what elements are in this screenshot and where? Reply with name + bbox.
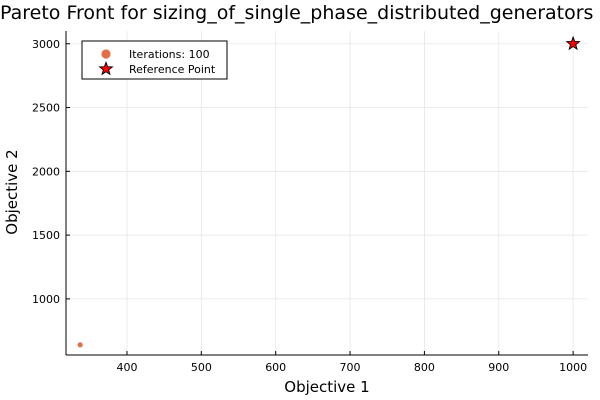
tick-labels: 400 500 600 700 800 900 1000 1000 1500 2000 2500 30… <box>32 38 587 374</box>
iteration-point <box>77 342 83 348</box>
chart-title: Pareto Front for sizing_of_single_phase_… <box>0 2 593 24</box>
y-tick-label: 1000 <box>32 293 60 306</box>
y-tick-label: 3000 <box>32 38 60 51</box>
legend-label: Reference Point <box>129 63 216 76</box>
legend-box <box>81 40 228 80</box>
reference-point-marker <box>565 35 581 51</box>
x-tick-label: 700 <box>340 361 361 374</box>
x-tick-label: 500 <box>191 361 212 374</box>
y-tick-label: 2500 <box>32 102 60 115</box>
x-tick-label: 900 <box>488 361 509 374</box>
grid-lines <box>66 31 588 355</box>
x-axis-label: Objective 1 <box>284 378 369 396</box>
data-points <box>77 35 581 348</box>
axes <box>65 31 588 356</box>
y-tick-label: 1500 <box>32 229 60 242</box>
x-tick-label: 800 <box>414 361 435 374</box>
legend-circle-icon <box>101 49 111 59</box>
legend-star-icon <box>98 61 114 76</box>
x-tick-label: 400 <box>116 361 137 374</box>
y-axis-label: Objective 2 <box>3 149 21 234</box>
x-tick-label: 1000 <box>559 361 587 374</box>
legend-label: Iterations: 100 <box>129 48 210 61</box>
legend: Iterations: 100 Reference Point <box>81 40 228 80</box>
x-tick-label: 600 <box>265 361 286 374</box>
y-tick-label: 2000 <box>32 165 60 178</box>
